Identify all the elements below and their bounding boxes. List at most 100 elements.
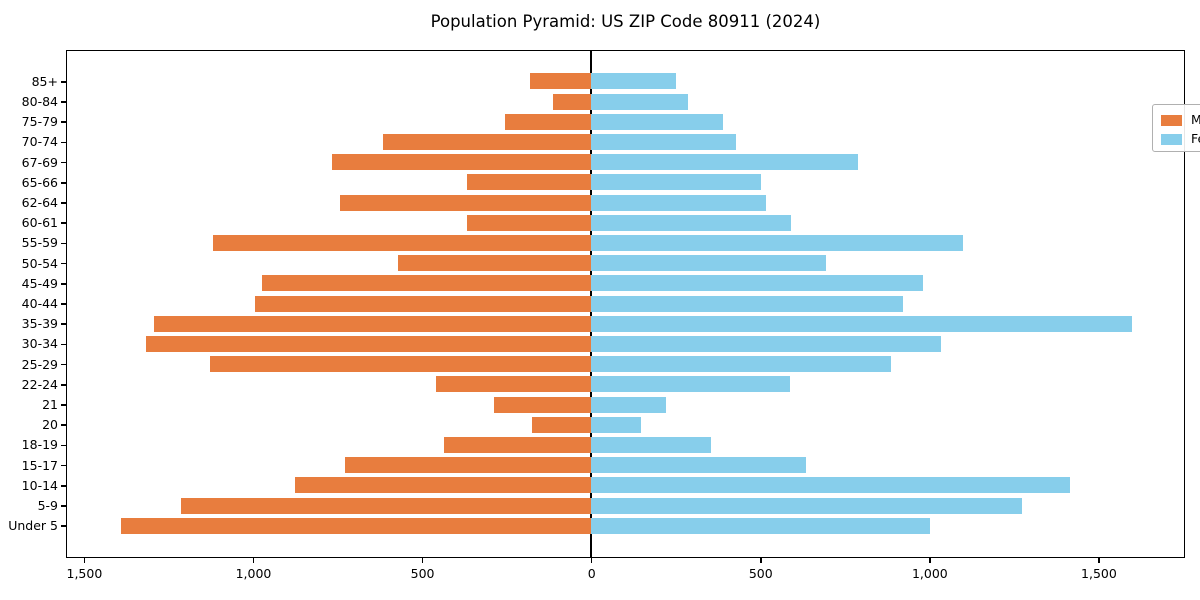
male-bar: [121, 517, 592, 534]
male-bar: [154, 315, 592, 332]
y-tick-label: 10-14: [21, 477, 58, 493]
male-bar: [435, 376, 592, 393]
y-tick-label: 15-17: [21, 457, 58, 473]
y-tick-label: 85+: [31, 73, 58, 89]
male-bar: [466, 214, 592, 231]
female-bar: [591, 275, 924, 292]
female-bar: [591, 396, 666, 413]
y-tick-mark: [61, 404, 66, 406]
male-bar: [294, 477, 592, 494]
y-tick-mark: [61, 384, 66, 386]
female-bar: [591, 255, 826, 272]
y-tick-label: 30-34: [21, 336, 58, 352]
x-tick-mark: [1098, 558, 1100, 563]
y-tick-label: 70-74: [21, 134, 58, 150]
male-bar: [466, 174, 592, 191]
female-bar: [591, 234, 964, 251]
y-tick-label: 45-49: [21, 275, 58, 291]
y-tick-mark: [61, 121, 66, 123]
male-bar: [504, 113, 592, 130]
x-tick-label: 1,500: [1081, 566, 1117, 581]
x-tick-label: 1,000: [235, 566, 272, 581]
female-bar: [591, 214, 791, 231]
male-bar: [494, 396, 592, 413]
y-tick-label: 20: [42, 417, 58, 433]
y-tick-mark: [61, 202, 66, 204]
female-bar: [591, 356, 892, 373]
y-tick-label: 55-59: [21, 235, 58, 251]
y-tick-mark: [61, 222, 66, 224]
female-bar: [591, 73, 676, 90]
y-tick-label: 65-66: [21, 174, 58, 190]
y-tick-mark: [61, 464, 66, 467]
y-tick-label: 75-79: [21, 114, 58, 130]
y-tick-mark: [61, 283, 66, 285]
plot-area: Male Female: [66, 50, 1200, 558]
y-tick-mark: [61, 424, 66, 426]
x-tick-mark: [590, 558, 593, 563]
female-bar: [591, 436, 711, 453]
x-tick-label: 1,500: [66, 566, 103, 581]
y-tick-label: 50-54: [21, 255, 58, 271]
y-tick-label: 40-44: [21, 296, 58, 311]
y-tick-mark: [61, 505, 66, 507]
y-tick-mark: [61, 525, 66, 527]
x-tick-label: 500: [410, 566, 435, 581]
x-tick-mark: [929, 558, 931, 563]
y-tick-label: 21: [42, 397, 58, 412]
female-bar: [591, 477, 1070, 494]
male-bar: [213, 234, 592, 251]
chart-title: Population Pyramid: US ZIP Code 80911 (2…: [430, 12, 821, 31]
y-tick-mark: [61, 444, 66, 447]
y-tick-mark: [61, 262, 66, 265]
y-tick-mark: [61, 101, 66, 103]
female-color-swatch: [1161, 133, 1182, 145]
female-bar: [591, 93, 689, 110]
y-tick-label: 60-61: [21, 215, 58, 231]
y-tick-mark: [61, 161, 66, 164]
male-bar: [254, 295, 592, 312]
y-tick-mark: [61, 182, 66, 184]
y-tick-mark: [61, 242, 66, 245]
y-tick-label: 18-19: [21, 437, 58, 453]
female-bar: [591, 416, 642, 433]
female-bar: [591, 133, 736, 150]
female-bar: [591, 497, 1022, 514]
female-bar: [591, 335, 942, 352]
x-tick-label: 1,000: [911, 566, 948, 581]
x-tick-mark: [83, 558, 86, 563]
female-bar: [591, 517, 931, 534]
y-tick-label: 80-84: [21, 94, 58, 109]
male-bar: [553, 93, 592, 110]
y-tick-label: 5-9: [37, 498, 58, 513]
y-tick-label: 67-69: [21, 154, 58, 170]
y-tick-label: 62-64: [21, 195, 58, 210]
legend-item-male: Male: [1161, 113, 1200, 127]
y-tick-mark: [61, 485, 66, 487]
legend-item-female: Female: [1161, 132, 1200, 146]
male-bar: [262, 275, 592, 292]
male-bar: [146, 335, 592, 352]
x-tick-mark: [421, 558, 424, 563]
female-bar: [591, 315, 1133, 332]
male-bar: [332, 154, 592, 171]
female-bar: [591, 174, 761, 191]
legend-label-male: Male: [1191, 112, 1200, 127]
y-tick-mark: [61, 343, 66, 346]
male-bar: [443, 436, 592, 453]
male-bar: [209, 356, 592, 373]
female-bar: [591, 376, 790, 393]
male-bar: [398, 255, 592, 272]
y-tick-mark: [61, 303, 66, 305]
x-tick-label: 500: [748, 566, 773, 581]
y-tick-label: 35-39: [21, 316, 58, 332]
y-tick-mark: [61, 81, 66, 83]
x-tick-mark: [760, 558, 762, 563]
female-bar: [591, 154, 859, 171]
male-bar: [532, 416, 592, 433]
y-tick-label: Under 5: [8, 518, 58, 534]
female-bar: [591, 113, 724, 130]
male-bar: [344, 457, 592, 474]
y-tick-mark: [61, 323, 66, 325]
